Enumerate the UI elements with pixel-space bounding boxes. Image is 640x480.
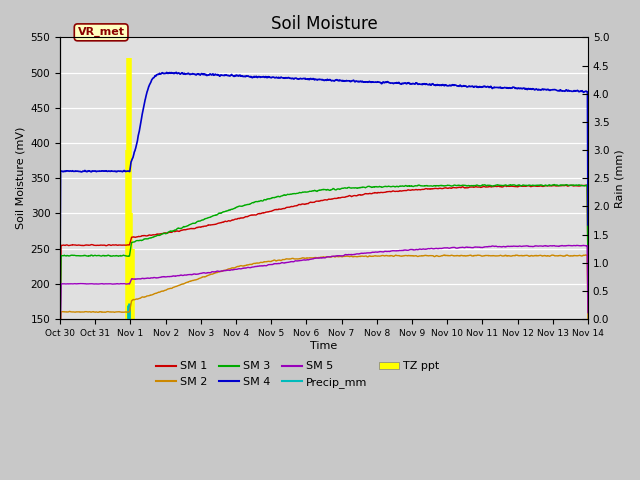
Text: VR_met: VR_met [77,27,125,37]
Legend: SM 1, SM 2, SM 3, SM 4, SM 5, Precip_mm, TZ ppt: SM 1, SM 2, SM 3, SM 4, SM 5, Precip_mm,… [152,357,444,392]
X-axis label: Time: Time [310,341,338,350]
Y-axis label: Rain (mm): Rain (mm) [615,149,625,207]
Title: Soil Moisture: Soil Moisture [271,15,378,33]
Y-axis label: Soil Moisture (mV): Soil Moisture (mV) [15,127,25,229]
